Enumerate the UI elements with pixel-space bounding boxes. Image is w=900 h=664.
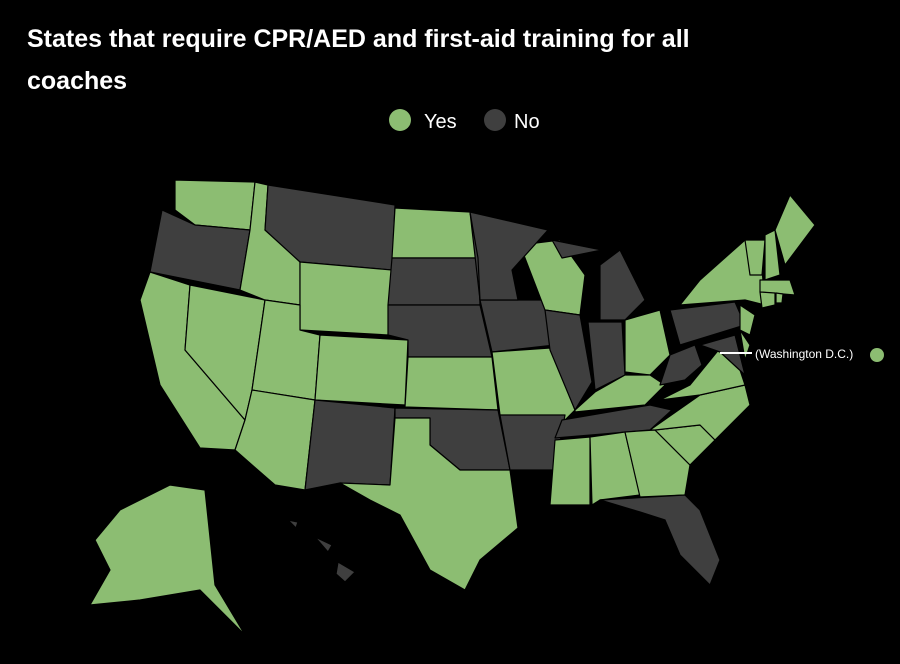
states	[89, 179, 816, 636]
annotation: (Washington D.C.)	[755, 347, 853, 361]
state	[739, 304, 756, 336]
state	[759, 291, 776, 309]
state	[469, 211, 549, 301]
legend-label: No	[514, 111, 540, 133]
state	[589, 431, 641, 506]
state	[764, 229, 781, 281]
state	[549, 436, 591, 506]
state	[744, 239, 766, 276]
state	[551, 239, 646, 321]
state	[491, 347, 576, 421]
state	[404, 356, 499, 411]
state	[759, 279, 796, 296]
legend-swatch	[484, 109, 506, 131]
state	[659, 344, 703, 386]
state	[554, 404, 673, 439]
state	[299, 261, 393, 336]
dc-marker	[870, 348, 884, 362]
state	[599, 494, 721, 586]
state	[287, 519, 356, 583]
state	[387, 257, 481, 306]
state	[339, 417, 519, 591]
state	[544, 309, 593, 411]
state	[391, 207, 479, 259]
state	[314, 334, 409, 406]
state	[699, 334, 746, 376]
legend-label: Yes	[424, 111, 457, 133]
state	[89, 484, 246, 636]
state	[304, 399, 396, 491]
legend-swatch	[389, 109, 411, 131]
state	[774, 194, 816, 266]
state	[574, 374, 666, 413]
title: States that require CPR/AED and first-ai…	[27, 25, 690, 95]
state	[624, 309, 671, 376]
state	[775, 292, 784, 304]
